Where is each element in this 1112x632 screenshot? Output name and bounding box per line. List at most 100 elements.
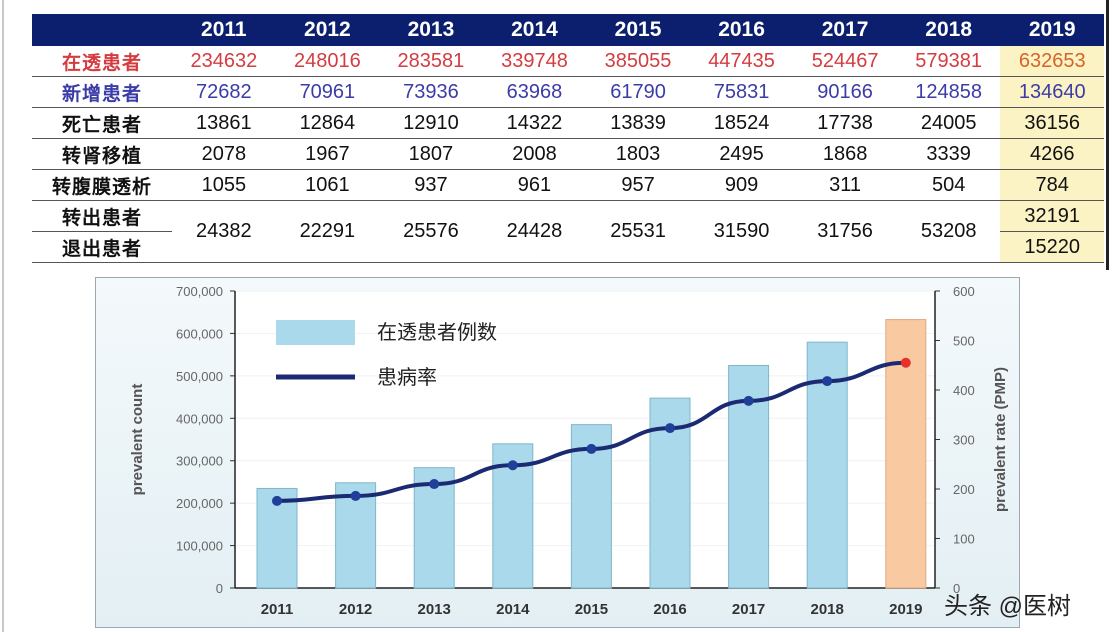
left-edge <box>2 0 4 632</box>
table-cell: 25576 <box>379 200 483 263</box>
y2-tick-label: 500 <box>953 334 975 349</box>
table-cell: 17738 <box>793 107 897 139</box>
table-cell: 18524 <box>689 107 794 139</box>
table-cell: 13861 <box>172 107 276 139</box>
y2-tick-label: 600 <box>953 284 975 299</box>
legend-bar-swatch <box>276 320 355 345</box>
table-cell: 385055 <box>586 46 690 77</box>
y-tick-label: 100,000 <box>176 539 223 554</box>
table-cell: 72682 <box>172 76 276 108</box>
row-label: 退出患者 <box>32 231 173 263</box>
table-cell: 2078 <box>172 138 276 170</box>
y2-tick-label: 400 <box>953 383 975 398</box>
rate-point-2019 <box>900 357 911 368</box>
year-header: 2014 <box>482 14 587 46</box>
table-cell: 13839 <box>586 107 690 139</box>
table-cell: 24005 <box>896 107 1001 139</box>
table-cell: 24382 <box>172 200 276 263</box>
corner-cell <box>32 14 173 46</box>
table-cell: 909 <box>689 169 794 201</box>
prevalence-chart: 0 100,000 200,000 300,000 400,000 500,000 600,… <box>95 277 1020 628</box>
table-row: 死亡患者 13861 12864 12910 14322 13839 18524 17738 2… <box>32 107 1104 139</box>
y2-tick-label: 200 <box>953 482 975 497</box>
table-cell: 2495 <box>689 138 794 170</box>
table-cell: 124858 <box>896 76 1001 108</box>
table-cell: 24428 <box>482 200 587 263</box>
table-cell: 311 <box>793 169 897 201</box>
row-label: 新增患者 <box>32 76 173 108</box>
row-label: 转肾移植 <box>32 138 173 170</box>
right-edge <box>1106 0 1109 270</box>
year-header: 2018 <box>896 14 1001 46</box>
table-cell: 961 <box>482 169 587 201</box>
table-cell: 15220 <box>1000 231 1104 263</box>
table-cell: 32191 <box>1000 200 1104 232</box>
table-row: 转肾移植 2078 1967 1807 2008 1803 2495 1868 3339 4266 <box>32 138 1104 170</box>
y2-tick-label: 0 <box>953 581 960 596</box>
x-tick-label: 2011 <box>261 601 294 618</box>
year-header: 2019 <box>1000 14 1104 46</box>
table-cell: 134640 <box>1000 76 1104 108</box>
table-cell: 53208 <box>896 200 1001 263</box>
x-tick-label: 2017 <box>732 601 765 618</box>
rate-point-2017 <box>743 395 754 406</box>
table-cell: 63968 <box>482 76 587 108</box>
year-header: 2012 <box>275 14 380 46</box>
rate-point-2016 <box>665 423 675 434</box>
table-cell: 12910 <box>379 107 483 139</box>
row-label: 转出患者 <box>32 200 173 232</box>
rate-point-2012 <box>350 490 361 501</box>
table-cell: 1061 <box>275 169 380 201</box>
bar-2019 <box>885 319 927 589</box>
row-label: 在透患者 <box>32 46 173 77</box>
y2-axis-label: prevalent rate (PMP) <box>992 367 1009 512</box>
table-cell: 25531 <box>586 200 690 263</box>
table-cell: 248016 <box>275 46 380 77</box>
rate-point-2014 <box>507 460 518 471</box>
year-header: 2017 <box>793 14 897 46</box>
table-cell: 70961 <box>275 76 380 108</box>
table-cell: 2008 <box>482 138 587 170</box>
table-row: 转出患者 24382 22291 25576 24428 25531 31590 31756 5… <box>32 200 1104 263</box>
x-tick-label: 2014 <box>496 601 530 618</box>
table-cell: 1807 <box>379 138 483 170</box>
y-tick-label: 300,000 <box>176 454 223 469</box>
table-row: 转腹膜透析 1055 1061 937 961 957 909 311 504 784 <box>32 169 1104 201</box>
y2-tick-label: 300 <box>953 433 975 448</box>
table-cell: 3339 <box>896 138 1001 170</box>
y-tick-label: 700,000 <box>176 284 223 299</box>
table-cell: 1868 <box>793 138 897 170</box>
table-cell: 579381 <box>896 46 1001 77</box>
x-tick-label: 2018 <box>811 601 844 618</box>
rate-point-2015 <box>586 443 597 454</box>
table-cell: 73936 <box>379 76 483 108</box>
table-cell: 784 <box>1000 169 1104 201</box>
y-tick-label: 0 <box>216 581 223 596</box>
table-cell: 4266 <box>1000 138 1104 170</box>
statistics-table: 2011 2012 2013 2014 2015 2016 2017 2018 2019 在透患… <box>32 14 1104 263</box>
y-tick-label: 600,000 <box>176 326 223 341</box>
year-header: 2013 <box>379 14 483 46</box>
rate-point-2013 <box>429 479 440 490</box>
legend-bar-label: 在透患者例数 <box>377 321 497 344</box>
y2-tick-label: 100 <box>953 532 975 547</box>
table-cell: 31590 <box>689 200 794 263</box>
y-tick-label: 200,000 <box>176 496 223 511</box>
table-cell: 31756 <box>793 200 897 263</box>
table-cell: 283581 <box>379 46 483 77</box>
rate-point-2011 <box>272 495 282 506</box>
table-row: 新增患者 72682 70961 73936 63968 61790 75831 90166 1… <box>32 76 1104 108</box>
table-cell: 1803 <box>586 138 690 170</box>
table-header: 2011 2012 2013 2014 2015 2016 2017 2018 2019 <box>32 14 1104 46</box>
year-header: 2015 <box>586 14 690 46</box>
x-tick-label: 2019 <box>889 601 922 618</box>
table-cell: 14322 <box>482 107 587 139</box>
table-cell: 957 <box>586 169 690 201</box>
table-cell: 504 <box>896 169 1001 201</box>
year-header: 2016 <box>689 14 794 46</box>
x-tick-label: 2013 <box>418 601 451 618</box>
year-header: 2011 <box>172 14 276 46</box>
table-cell: 36156 <box>1000 107 1104 139</box>
table-cell: 524467 <box>793 46 897 77</box>
x-tick-label: 2015 <box>575 601 608 618</box>
